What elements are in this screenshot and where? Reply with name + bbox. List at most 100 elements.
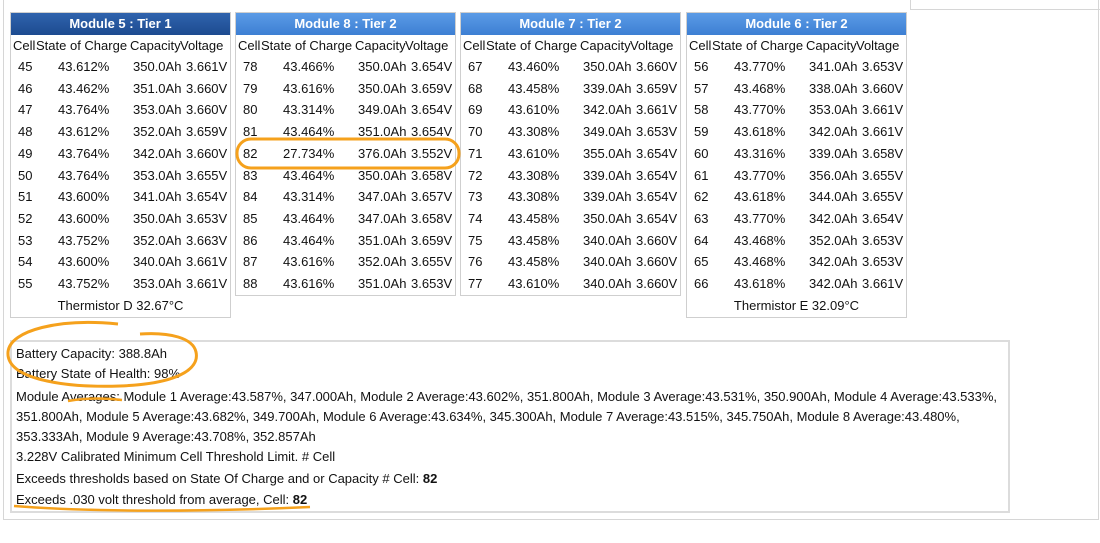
cell-value: 376.0Ah: [358, 145, 407, 161]
cell-value: 79: [243, 80, 258, 96]
column-header: Capacity: [580, 38, 631, 53]
cell-value: 43.610%: [508, 276, 560, 291]
cell-value: 60: [694, 145, 709, 161]
cell-value: 61: [694, 167, 709, 183]
cell-value: 71: [468, 145, 483, 161]
module-table: Module 5 : Tier 1 Cell State of Charge Capa…: [10, 12, 231, 318]
cell-value: 340.0Ah: [583, 254, 632, 270]
cell-value: 43.752%: [58, 276, 110, 291]
cell-value: 344.0Ah: [809, 189, 858, 205]
cell-value: 43.458%: [508, 254, 560, 270]
cell-value: 65: [694, 254, 709, 270]
column-header: State of Charge: [261, 38, 353, 53]
cell-value: 340.0Ah: [583, 276, 632, 291]
cell-value: 3.661V: [186, 59, 228, 74]
module-table: Module 7 : Tier 2 Cell State of Charge Capa…: [460, 12, 681, 296]
summary-panel: Battery Capacity: 388.8Ah Battery State …: [10, 340, 1010, 513]
cell-value: 352.0Ah: [809, 232, 858, 248]
cell-value: 72: [468, 167, 483, 183]
column-header: Voltage: [405, 38, 449, 53]
cell-value: 355.0Ah: [583, 145, 632, 161]
cut-off-box: [910, 0, 1100, 10]
cell-value: 3.654V: [636, 145, 678, 161]
cell-value: 350.0Ah: [583, 210, 632, 226]
cell-value: 81: [243, 124, 258, 140]
cell-value: 341.0Ah: [809, 59, 858, 74]
cell-value: 43.308%: [508, 189, 560, 205]
cell-value: 3.653V: [186, 210, 228, 226]
cell-value: 67: [468, 59, 483, 74]
cell-value: 3.659V: [411, 80, 453, 96]
cell-value: 3.657V: [411, 189, 453, 205]
cell-value: 3.658V: [411, 167, 453, 183]
cell-value: 3.660V: [636, 276, 678, 291]
cell-value: 54: [18, 254, 33, 270]
cell-value: 74: [468, 210, 483, 226]
cell-value: 43.464%: [283, 167, 335, 183]
module-title: Module 6 : Tier 2: [687, 13, 906, 35]
cell-value: 3.655V: [862, 189, 904, 205]
cell-value: 352.0Ah: [133, 232, 182, 248]
cell-value: 351.0Ah: [358, 276, 407, 291]
cell-value: 82: [243, 145, 258, 161]
cell-value: 3.660V: [186, 80, 228, 96]
cell-value: 3.660V: [636, 232, 678, 248]
cell-value: 55: [18, 276, 33, 291]
cell-value: 350.0Ah: [358, 167, 407, 183]
cell-value: 43.600%: [58, 210, 110, 226]
cell-value: 353.0Ah: [133, 276, 182, 291]
cell-value: 3.654V: [411, 102, 453, 118]
column-header: Cell: [13, 38, 36, 53]
cell-value: 43.468%: [734, 80, 786, 96]
cell-value: 353.0Ah: [133, 167, 182, 183]
cell-value: 47: [18, 102, 33, 118]
cell-value: 43.600%: [58, 254, 110, 270]
cell-value: 70: [468, 124, 483, 140]
cell-value: 76: [468, 254, 483, 270]
cell-value: 43.618%: [734, 124, 786, 140]
cell-value: 43.464%: [283, 124, 335, 140]
cell-value: 3.661V: [186, 254, 228, 270]
cell-value: 3.655V: [186, 167, 228, 183]
cell-value: 43.466%: [283, 59, 335, 74]
cell-value: 347.0Ah: [358, 210, 407, 226]
cell-value: 43.468%: [734, 254, 786, 270]
cell-value: 3.654V: [411, 59, 453, 74]
cell-value: 27.734%: [283, 145, 335, 161]
cell-value: 43.458%: [508, 80, 560, 96]
cell-value: 3.661V: [862, 124, 904, 140]
cell-value: 3.653V: [862, 59, 904, 74]
cell-value: 57: [694, 80, 709, 96]
cell-value: 43.770%: [734, 167, 786, 183]
cell-value: 3.653V: [636, 124, 678, 140]
cell-value: 43.764%: [58, 102, 110, 118]
cell-value: 3.655V: [862, 167, 904, 183]
cell-value: 56: [694, 59, 709, 74]
module-averages: Module Averages: Module 1 Average:43.587…: [16, 389, 998, 444]
module-title: Module 8 : Tier 2: [236, 13, 455, 35]
column-header: Capacity: [355, 38, 406, 53]
cell-value: 351.0Ah: [358, 232, 407, 248]
cell-value: 43.770%: [734, 210, 786, 226]
soc-exceeds-text: Exceeds thresholds based on State Of Cha…: [16, 471, 423, 486]
cell-value: 339.0Ah: [583, 80, 632, 96]
cell-value: 43.460%: [508, 59, 560, 74]
cell-value: 3.654V: [636, 189, 678, 205]
cell-value: 351.0Ah: [133, 80, 182, 96]
cell-value: 68: [468, 80, 483, 96]
cell-value: 338.0Ah: [809, 80, 858, 96]
cell-value: 43.752%: [58, 232, 110, 248]
column-header: Capacity: [130, 38, 181, 53]
cell-value: 3.661V: [186, 276, 228, 291]
cell-value: 43.616%: [283, 276, 335, 291]
state-of-health: Battery State of Health: 98%: [16, 366, 181, 381]
cell-value: 353.0Ah: [133, 102, 182, 118]
cell-value: 351.0Ah: [358, 124, 407, 140]
cell-value: 3.660V: [186, 145, 228, 161]
cell-value: 3.655V: [411, 254, 453, 270]
cell-value: 340.0Ah: [133, 254, 182, 270]
column-header: Voltage: [180, 38, 224, 53]
cell-value: 88: [243, 276, 258, 291]
cell-value: 43.616%: [283, 254, 335, 270]
column-header: State of Charge: [36, 38, 128, 53]
